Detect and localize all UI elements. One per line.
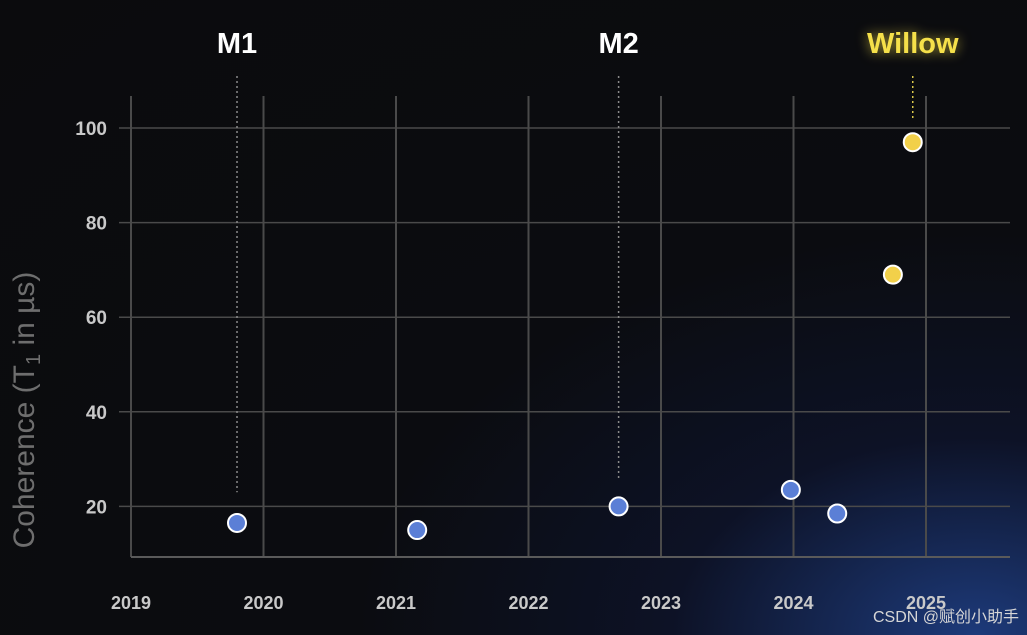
annotation-label: Willow	[867, 28, 959, 60]
x-tick-label: 2021	[376, 593, 416, 613]
annotation-label: M2	[598, 28, 638, 60]
y-tick-label: 40	[86, 403, 107, 424]
annotations: M1 M2 Willow	[217, 28, 959, 493]
data-point	[780, 479, 801, 500]
x-tick-label: 2019	[111, 593, 151, 613]
data-point	[407, 520, 428, 541]
data-points	[227, 132, 923, 541]
x-tick-label: 2024	[773, 593, 813, 613]
grid	[119, 96, 1010, 558]
data-point	[902, 132, 923, 153]
y-tick-label: 100	[75, 119, 107, 140]
x-tick-label: 2022	[508, 593, 548, 613]
data-point	[882, 264, 903, 285]
y-tick-labels: 20 40 60 80 100	[75, 119, 107, 518]
y-tick-label: 80	[86, 214, 107, 235]
data-point	[227, 512, 247, 533]
data-point	[827, 503, 848, 524]
x-tick-labels: 2019 2020 2021 2022 2023 2024 2025	[111, 593, 946, 613]
x-tick-label: 2020	[243, 593, 283, 613]
y-axis-label: Coherence (T1 in µs)	[8, 272, 45, 549]
x-tick-label: 2025	[906, 593, 946, 613]
x-tick-label: 2023	[641, 593, 681, 613]
data-point	[608, 496, 629, 517]
annotation-label: M1	[217, 28, 257, 60]
y-tick-label: 60	[86, 308, 107, 329]
watermark: CSDN @赋创小助手	[872, 609, 1019, 626]
y-tick-label: 20	[86, 497, 107, 518]
